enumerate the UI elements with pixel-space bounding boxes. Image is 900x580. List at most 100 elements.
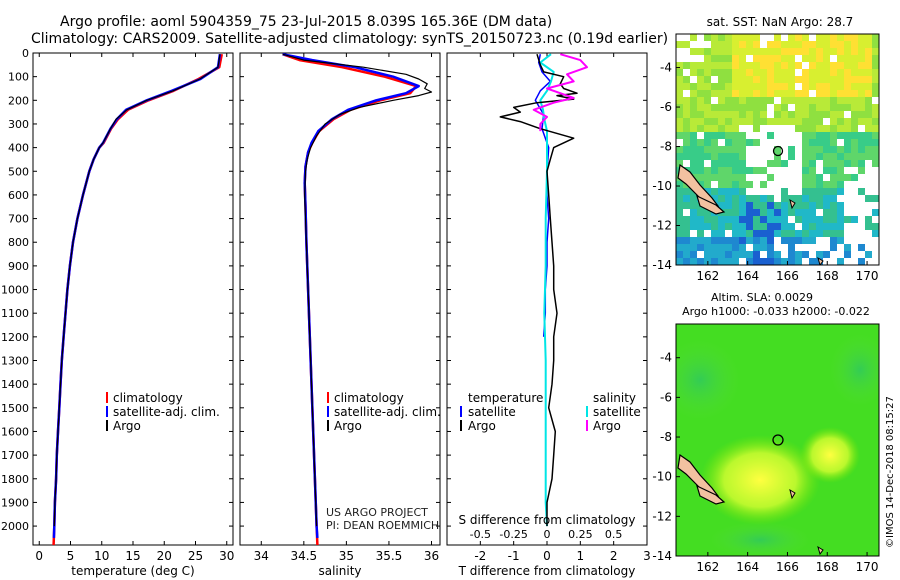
sst-cell bbox=[865, 62, 872, 69]
sst-cell bbox=[823, 139, 830, 146]
sst-cell bbox=[872, 90, 879, 97]
sst-cell bbox=[872, 69, 879, 76]
sst-cell bbox=[718, 167, 725, 174]
sst-cell bbox=[690, 160, 697, 167]
sst-cell bbox=[858, 146, 865, 153]
x-tick-label: 30 bbox=[219, 549, 234, 563]
sst-cell bbox=[718, 55, 725, 62]
sst-cell bbox=[711, 90, 718, 97]
sst-cell bbox=[830, 34, 837, 41]
sst-cell bbox=[718, 69, 725, 76]
sst-cell bbox=[725, 258, 732, 265]
sst-cell bbox=[802, 216, 809, 223]
sst-cell bbox=[732, 34, 739, 41]
sst-cell bbox=[753, 167, 760, 174]
sst-cell bbox=[865, 118, 872, 125]
sst-cell bbox=[872, 48, 879, 55]
sst-cell bbox=[823, 181, 830, 188]
sst-cell bbox=[753, 202, 760, 209]
sst-cell bbox=[704, 97, 711, 104]
sst-cell bbox=[809, 223, 816, 230]
x-tick-label: 34.5 bbox=[290, 549, 317, 563]
sst-cell bbox=[781, 160, 788, 167]
sst-cell bbox=[725, 111, 732, 118]
sst-cell bbox=[774, 216, 781, 223]
sst-cell bbox=[823, 251, 830, 258]
sst-cell bbox=[732, 111, 739, 118]
sal-climatology-line bbox=[282, 53, 418, 546]
legend-salinity-header: salinity bbox=[593, 391, 636, 405]
sst-cell bbox=[781, 237, 788, 244]
sst-cell bbox=[788, 97, 795, 104]
sst-cell bbox=[725, 139, 732, 146]
sst-cell bbox=[816, 181, 823, 188]
sst-cell bbox=[781, 195, 788, 202]
sst-cell bbox=[774, 230, 781, 237]
sst-cell bbox=[704, 104, 711, 111]
sst-cell bbox=[851, 174, 858, 181]
sst-cell bbox=[704, 216, 711, 223]
sst-cell bbox=[697, 230, 704, 237]
s-tick-label: -0.5 bbox=[470, 528, 491, 541]
sst-cell bbox=[760, 104, 767, 111]
sst-cell bbox=[739, 237, 746, 244]
sst-cell bbox=[739, 195, 746, 202]
sst-cell bbox=[816, 97, 823, 104]
sst-cell bbox=[872, 132, 879, 139]
depth-tick-label: 1900 bbox=[1, 496, 29, 509]
sst-cell bbox=[739, 230, 746, 237]
sst-cell bbox=[830, 90, 837, 97]
sst-cell bbox=[816, 139, 823, 146]
sst-cell bbox=[732, 97, 739, 104]
temp-satellite-line bbox=[52, 54, 222, 538]
sst-cell bbox=[809, 216, 816, 223]
sst-cell bbox=[795, 111, 802, 118]
sst-cell bbox=[725, 104, 732, 111]
sst-cell bbox=[732, 195, 739, 202]
sst-cell bbox=[802, 69, 809, 76]
sst-cell bbox=[823, 160, 830, 167]
sst-cell bbox=[746, 48, 753, 55]
sst-cell bbox=[774, 104, 781, 111]
sst-cell bbox=[683, 223, 690, 230]
sst-cell bbox=[851, 118, 858, 125]
sst-cell bbox=[732, 223, 739, 230]
sst-cell bbox=[676, 76, 683, 83]
sst-cell bbox=[725, 41, 732, 48]
sst-cell bbox=[760, 230, 767, 237]
x-tick-label: 34 bbox=[254, 549, 269, 563]
sst-cell bbox=[725, 209, 732, 216]
sst-cell bbox=[767, 230, 774, 237]
sst-cell bbox=[809, 118, 816, 125]
sst-cell bbox=[718, 244, 725, 251]
sst-cell bbox=[732, 146, 739, 153]
sst-cell bbox=[837, 209, 844, 216]
sst-cell bbox=[683, 251, 690, 258]
sst-cell bbox=[865, 48, 872, 55]
sst-cell bbox=[753, 251, 760, 258]
sst-cell bbox=[746, 111, 753, 118]
sst-cell bbox=[697, 90, 704, 97]
sst-cell bbox=[732, 41, 739, 48]
sst-cell bbox=[746, 139, 753, 146]
sst-cell bbox=[809, 48, 816, 55]
sst-cell bbox=[851, 153, 858, 160]
depth-tick-label: 1700 bbox=[1, 449, 29, 462]
sst-cell bbox=[795, 97, 802, 104]
sst-cell bbox=[788, 111, 795, 118]
sst-cell bbox=[823, 90, 830, 97]
sst-cell bbox=[718, 125, 725, 132]
sst-cell bbox=[809, 167, 816, 174]
sst-cell bbox=[809, 69, 816, 76]
sst-cell bbox=[788, 90, 795, 97]
sst-cell bbox=[774, 41, 781, 48]
sst-cell bbox=[676, 258, 683, 265]
sst-cell bbox=[816, 153, 823, 160]
sst-cell bbox=[802, 90, 809, 97]
sst-cell bbox=[739, 55, 746, 62]
sst-map-axes: 162 164 166 168 170 -4 -6 -8 -10 -12 -14 bbox=[652, 61, 878, 283]
sst-cell bbox=[739, 83, 746, 90]
sst-cell bbox=[690, 34, 697, 41]
sst-cell bbox=[851, 41, 858, 48]
depth-tick-label: 1200 bbox=[1, 331, 29, 344]
